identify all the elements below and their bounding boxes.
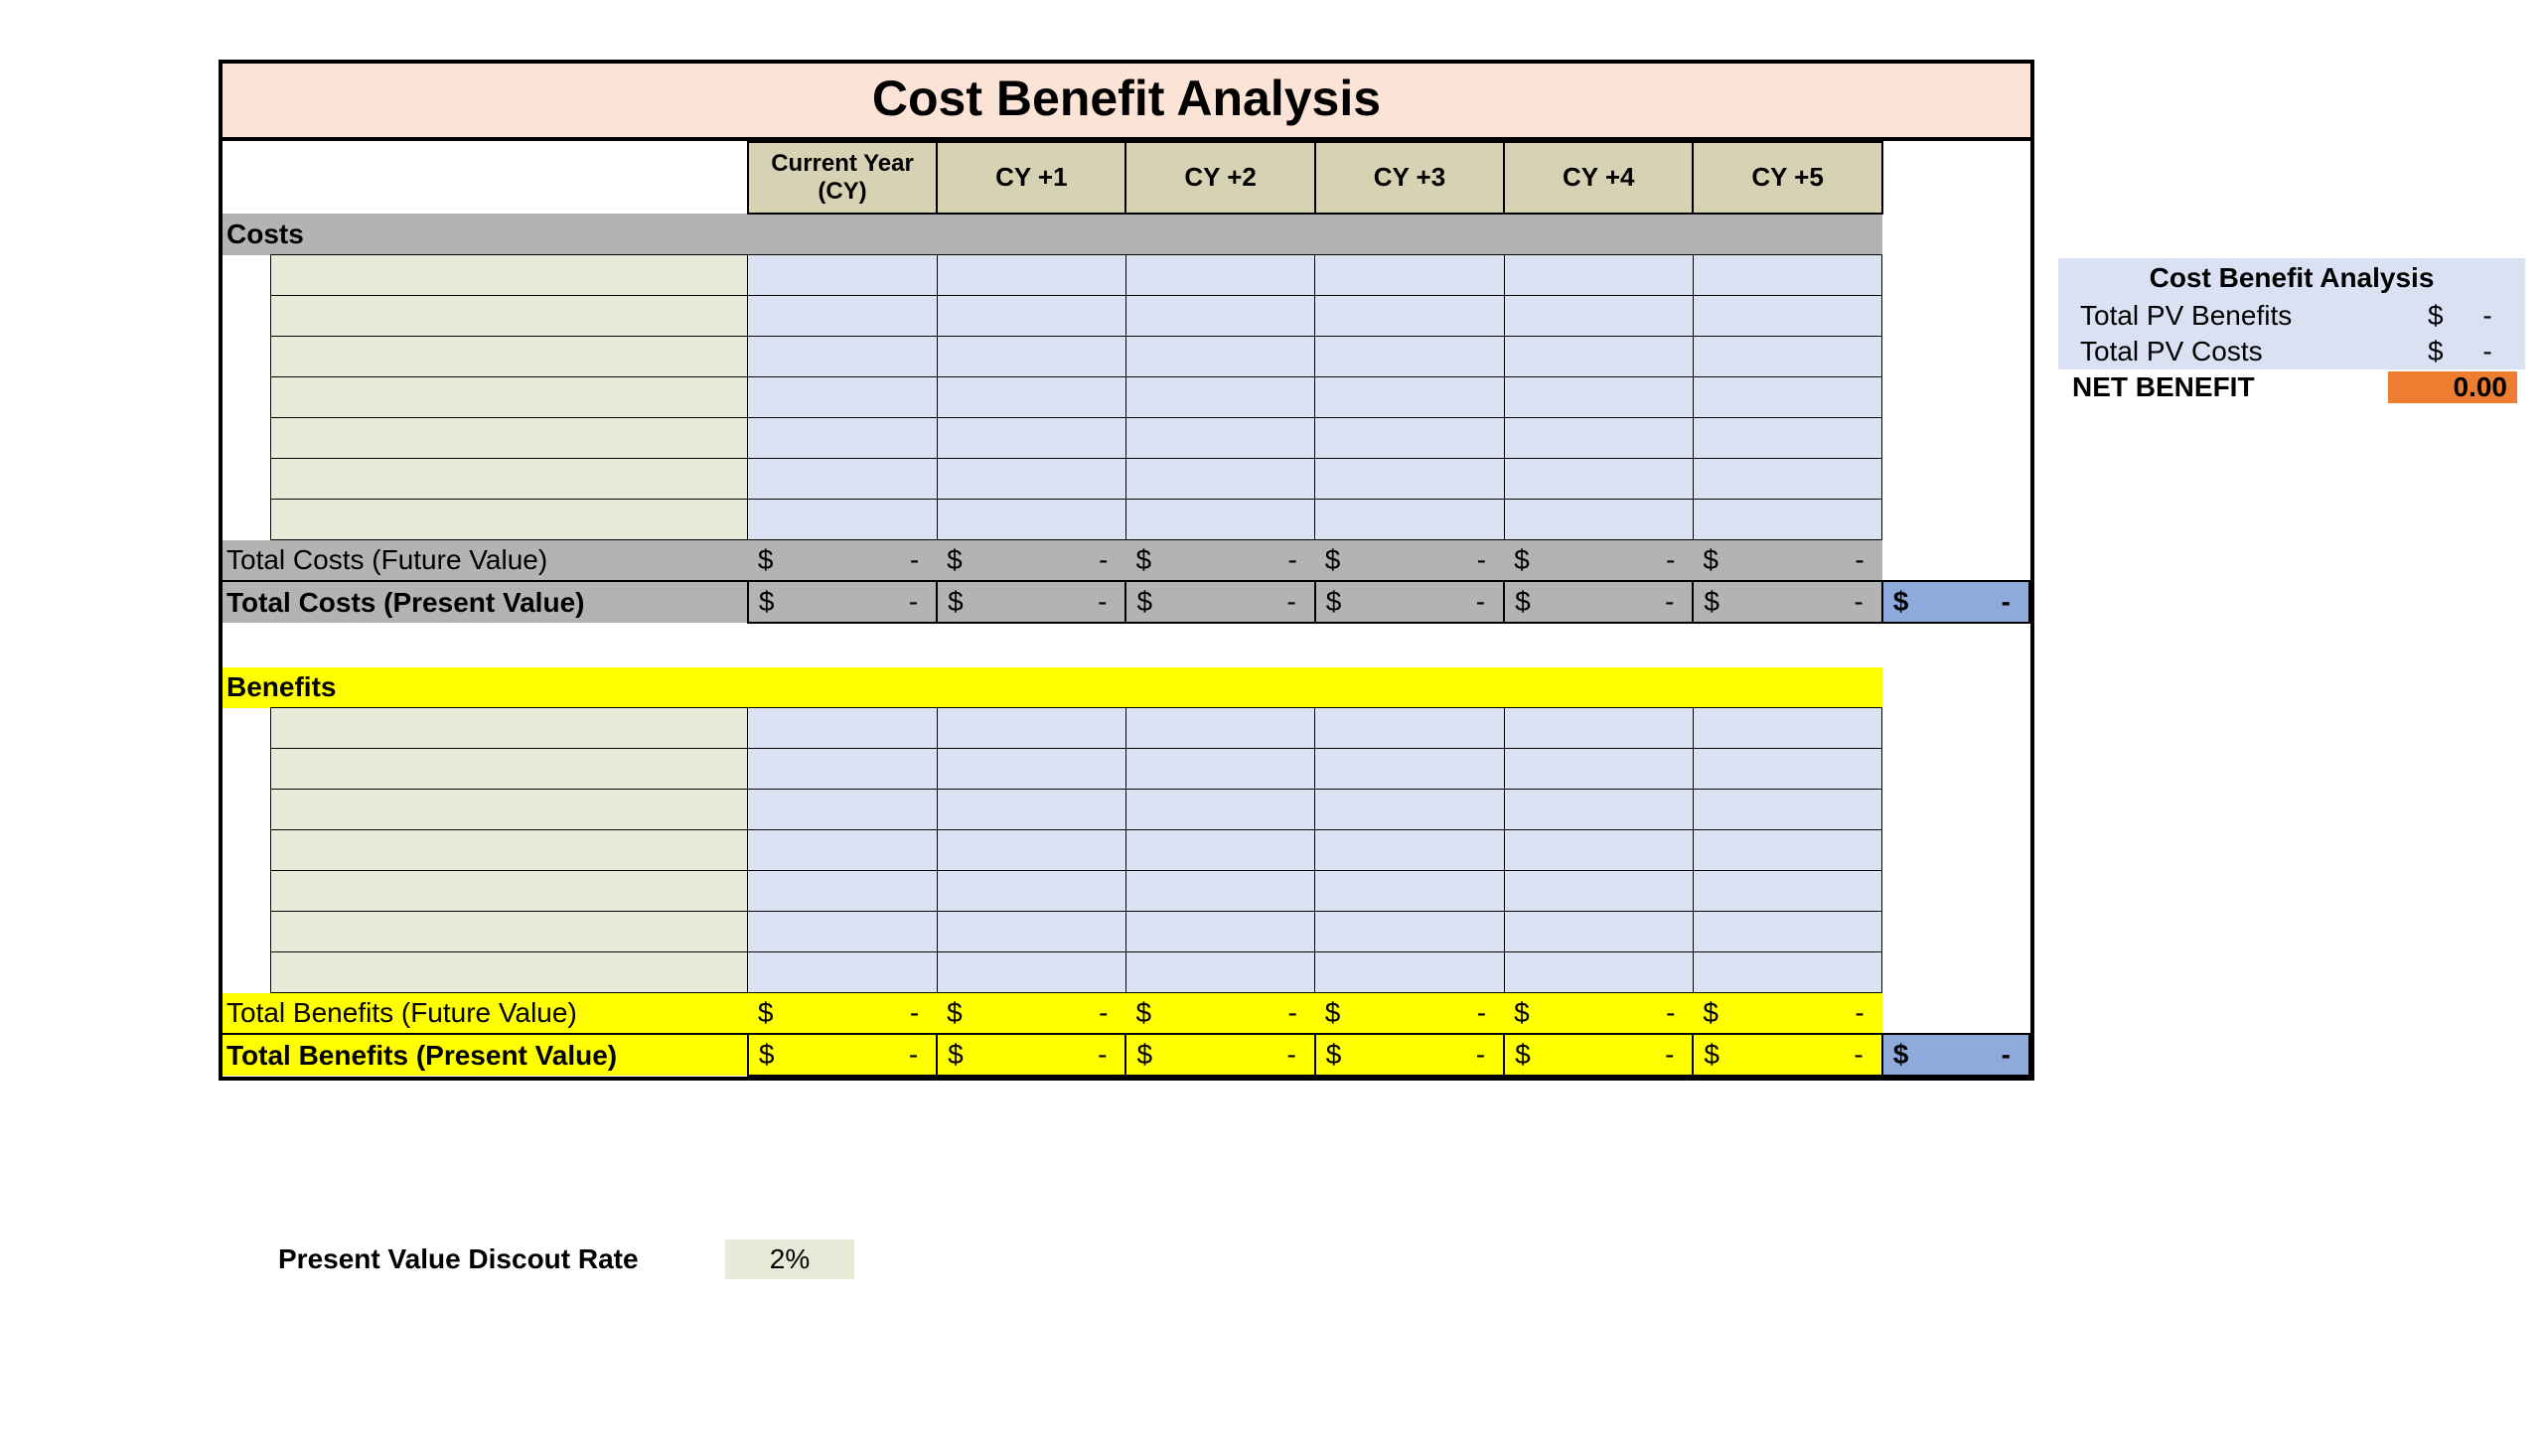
table-row	[223, 912, 2029, 952]
spreadsheet-frame: Cost Benefit Analysis Current Year (CY) …	[219, 60, 2034, 1081]
total-costs-fv-row: Total Costs (Future Value) $- $- $- $- $…	[223, 540, 2029, 582]
table-row	[223, 296, 2029, 337]
table-row	[223, 708, 2029, 749]
summary-panel: Cost Benefit Analysis Total PV Benefits …	[2058, 258, 2525, 405]
col-header-cy3: CY +3	[1315, 142, 1504, 214]
main-table: Current Year (CY) CY +1 CY +2 CY +3 CY +…	[223, 141, 2030, 1077]
table-row	[223, 790, 2029, 830]
table-row	[223, 871, 2029, 912]
col-header-cy1: CY +1	[937, 142, 1125, 214]
cost-cell[interactable]	[748, 255, 937, 296]
col-header-cy5: CY +5	[1693, 142, 1881, 214]
total-costs-pv-row: Total Costs (Present Value) $- $- $- $- …	[223, 581, 2029, 623]
benefits-section-header: Benefits	[223, 667, 2029, 708]
summary-costs-row: Total PV Costs $ -	[2058, 334, 2525, 369]
year-header-row: Current Year (CY) CY +1 CY +2 CY +3 CY +…	[223, 142, 2029, 214]
summary-net-row: NET BENEFIT 0.00	[2058, 369, 2525, 405]
col-header-cy: Current Year (CY)	[748, 142, 937, 214]
total-benefits-pv-sum: $-	[1882, 1034, 2029, 1076]
col-header-cy2: CY +2	[1125, 142, 1314, 214]
net-benefit-value: 0.00	[2388, 371, 2517, 403]
table-row	[223, 418, 2029, 459]
summary-title: Cost Benefit Analysis	[2058, 258, 2525, 298]
summary-benefits-row: Total PV Benefits $ -	[2058, 298, 2525, 334]
cost-item-label[interactable]	[270, 255, 748, 296]
discount-rate-label: Present Value Discout Rate	[278, 1243, 639, 1275]
table-row	[223, 749, 2029, 790]
table-row	[223, 459, 2029, 500]
page-title: Cost Benefit Analysis	[223, 64, 2030, 141]
costs-section-header: Costs	[223, 214, 2029, 255]
table-row	[223, 830, 2029, 871]
total-benefits-fv-row: Total Benefits (Future Value) $- $- $- $…	[223, 993, 2029, 1035]
benefit-item-label[interactable]	[270, 708, 748, 749]
benefit-cell[interactable]	[748, 708, 937, 749]
table-row	[223, 337, 2029, 377]
discount-rate-value[interactable]: 2%	[725, 1239, 854, 1279]
col-header-cy4: CY +4	[1504, 142, 1693, 214]
table-row	[223, 952, 2029, 993]
table-row	[223, 500, 2029, 540]
table-row	[223, 377, 2029, 418]
table-row	[223, 255, 2029, 296]
total-costs-pv-sum: $-	[1882, 581, 2029, 623]
total-benefits-pv-row: Total Benefits (Present Value) $- $- $- …	[223, 1034, 2029, 1076]
